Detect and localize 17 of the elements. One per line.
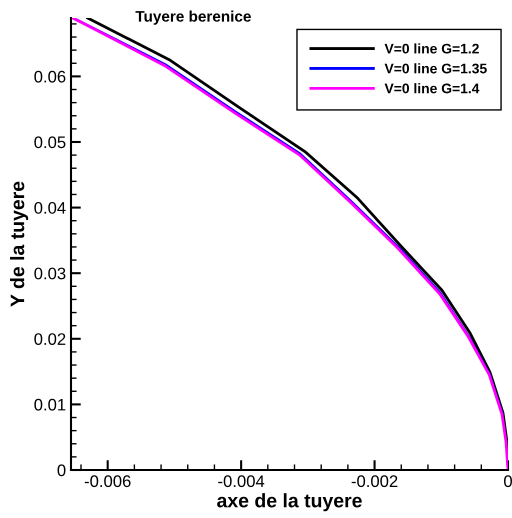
y-tick-label: 0.03: [34, 268, 66, 280]
legend-label: V=0 line G=1.2: [384, 43, 479, 54]
legend-label: V=0 line G=1.4: [384, 83, 480, 94]
x-axis-title: axe de la tuyere: [217, 493, 362, 512]
y-tick-label: 0.06: [34, 70, 66, 83]
x-tick-label: -0.002: [352, 475, 398, 488]
y-tick-label: 0.05: [34, 136, 66, 148]
y-tick-label: 0.01: [34, 398, 66, 411]
y-tick-label: 0.04: [34, 202, 66, 214]
y-tick-label: 0.02: [34, 333, 66, 345]
x-tick-label: -0.006: [84, 475, 131, 488]
legend-label: V=0 line G=1.35: [384, 63, 487, 74]
chart-title: Tuyere berenice: [136, 10, 251, 25]
y-tick-label: 0: [58, 464, 66, 476]
x-tick-label: 0: [504, 475, 512, 488]
x-tick-label: -0.004: [218, 475, 264, 488]
y-axis-title: Y de la tuyere: [10, 182, 28, 307]
